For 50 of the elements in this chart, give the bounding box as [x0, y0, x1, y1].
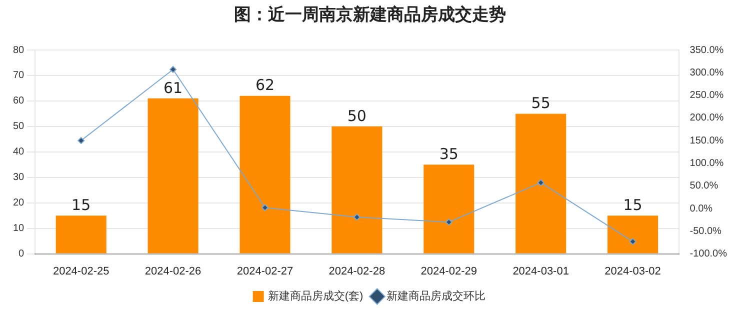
legend-label: 新建商品房成交环比 [386, 290, 486, 303]
x-tick-label: 2024-02-25 [52, 265, 110, 278]
y2-tick-label: -100.0% [690, 248, 728, 260]
data-label: 62 [255, 76, 275, 94]
y-tick-label: 0 [18, 248, 25, 260]
x-tick-label: 2024-02-27 [236, 265, 294, 278]
bar [516, 114, 566, 254]
y-tick-label: 70 [13, 70, 25, 82]
y2-tick-label: 0.0% [690, 203, 713, 214]
x-tick-label: 2024-02-28 [328, 265, 386, 278]
bar [56, 216, 106, 254]
bar [607, 216, 658, 254]
legend-label: 新建商品房成交(套) [268, 290, 364, 303]
y-tick-label: 50 [13, 121, 25, 132]
y2-tick-label: -50.0% [690, 226, 722, 237]
data-label: 15 [623, 196, 642, 214]
y2-tick-label: 100.0% [690, 158, 724, 169]
point [537, 179, 544, 186]
point [261, 204, 268, 212]
data-label: 61 [163, 78, 183, 97]
point [78, 137, 85, 144]
y-tick-label: 80 [13, 44, 25, 56]
point [353, 214, 360, 221]
point [170, 66, 177, 73]
point [629, 238, 636, 246]
chart-title: 图：近一周南京新建商品房成交走势 [233, 4, 507, 27]
y2-tick-label: 150.0% [690, 135, 724, 146]
x-tick-label: 2024-03-01 [512, 265, 569, 278]
x-tick-label: 2024-03-02 [604, 265, 661, 278]
y-tick-label: 20 [13, 198, 25, 209]
data-label: 50 [347, 106, 366, 125]
y2-tick-label: 250.0% [690, 90, 724, 102]
x-tick-label: 2024-02-26 [144, 265, 202, 278]
y-tick-label: 40 [13, 146, 25, 158]
y-tick-label: 30 [13, 172, 25, 184]
y-tick-label: 10 [13, 223, 25, 234]
point [445, 218, 452, 226]
y2-tick-label: 200.0% [690, 112, 724, 124]
x-tick-label: 2024-02-29 [420, 265, 478, 278]
y2-tick-label: 300.0% [690, 67, 724, 78]
data-label: 35 [439, 145, 458, 164]
bar [332, 126, 382, 254]
y-tick-label: 60 [13, 96, 25, 107]
data-label: 55 [531, 94, 550, 112]
y2-tick-label: 50.0% [690, 180, 718, 192]
bar [424, 164, 474, 254]
data-label: 15 [72, 196, 91, 214]
y2-tick-label: 350.0% [690, 44, 724, 56]
bar [148, 98, 198, 254]
bar [240, 96, 290, 254]
